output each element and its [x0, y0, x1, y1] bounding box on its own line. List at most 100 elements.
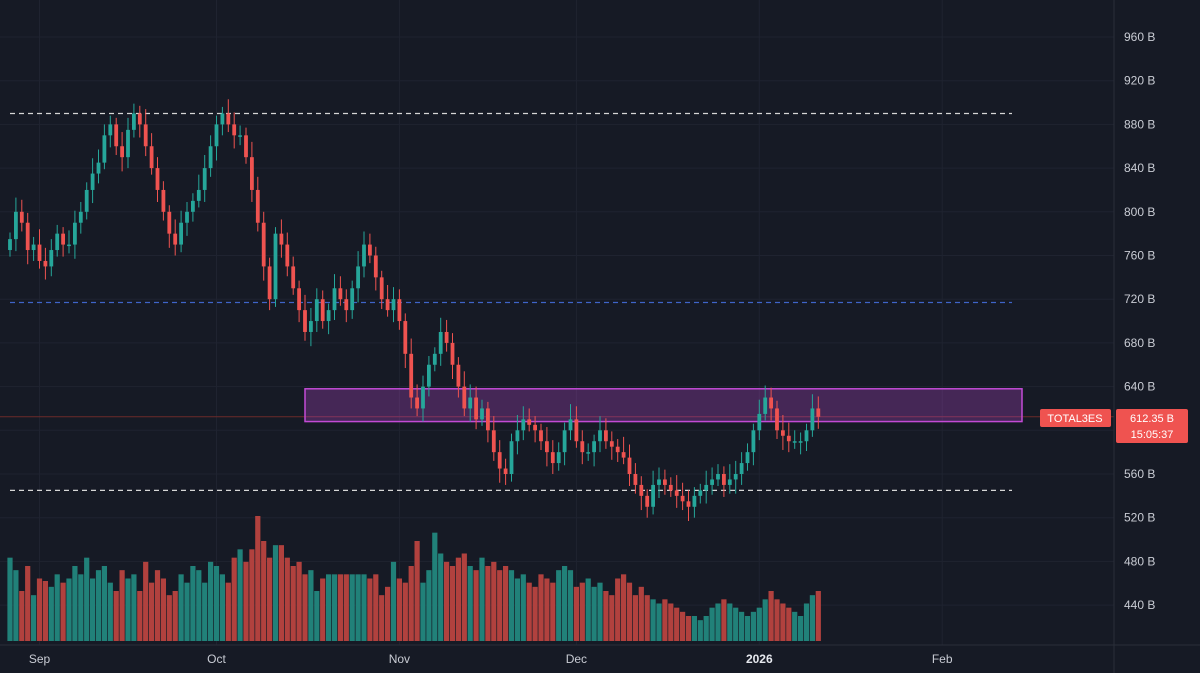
volume-bar: [556, 570, 562, 641]
volume-bar: [609, 595, 615, 641]
candle-body: [545, 441, 549, 453]
countdown-label: 15:05:37: [1131, 429, 1174, 441]
candle-body: [114, 124, 119, 147]
candle-body: [763, 397, 768, 414]
last-price-label: 612.35 B: [1130, 413, 1174, 425]
volume-bar: [113, 591, 119, 641]
candle-body: [373, 255, 378, 278]
candle-body: [550, 452, 555, 464]
candle-body: [173, 233, 178, 245]
volume-bar: [255, 516, 261, 641]
candle-body: [303, 310, 307, 332]
volume-bar: [656, 603, 662, 641]
candle-body: [727, 479, 732, 485]
candle-body: [480, 408, 484, 420]
candle-body: [238, 135, 242, 137]
candle-body: [786, 435, 791, 442]
volume-bar: [426, 570, 432, 641]
volume-bar: [308, 570, 314, 641]
volume-bar: [379, 595, 385, 641]
candle-body: [19, 211, 24, 223]
time-tick-label: Feb: [932, 652, 953, 666]
candle-body: [609, 441, 614, 447]
candle-body: [415, 397, 419, 409]
candle-body: [232, 124, 237, 136]
volume-bar: [508, 570, 515, 641]
candle-body: [14, 211, 18, 240]
candle-body: [751, 430, 756, 453]
price-tick-label: 840 B: [1124, 161, 1155, 175]
candle-body: [798, 441, 803, 443]
volume-bar: [190, 566, 196, 641]
price-tick-label: 960 B: [1124, 30, 1155, 44]
volume-bar: [154, 570, 161, 641]
time-tick-label: Sep: [29, 652, 51, 666]
volume-bar: [467, 566, 473, 641]
candle-body: [84, 189, 89, 212]
candle-body: [722, 474, 726, 485]
candle-body: [137, 113, 142, 125]
candle-body: [781, 430, 785, 436]
volume-bar: [302, 574, 308, 641]
volume-bar: [662, 599, 668, 641]
volume-bar: [444, 561, 450, 641]
candle-body: [775, 408, 779, 431]
candle-body: [309, 321, 313, 332]
volume-bar: [326, 574, 332, 641]
candle-body: [385, 299, 390, 311]
volume-bar: [13, 570, 19, 641]
symbol-tag-bg: [1040, 409, 1111, 427]
candle-body: [421, 386, 425, 409]
candle-body: [692, 495, 697, 507]
volume-bar: [84, 557, 90, 641]
candle-body: [90, 173, 95, 190]
candle-body: [314, 299, 319, 322]
volume-bar: [691, 616, 697, 641]
horizontal-lines[interactable]: [0, 112, 1114, 492]
volume-bar: [385, 586, 391, 641]
volume-bars: [7, 516, 821, 641]
volume-bar: [733, 607, 739, 641]
candle-body: [556, 452, 561, 464]
volume-bar: [337, 574, 343, 641]
volume-bar: [491, 561, 497, 641]
volume-bar: [160, 578, 166, 641]
candle-body: [651, 484, 655, 507]
volume-bar: [674, 607, 680, 641]
volume-bar: [756, 607, 762, 641]
time-tick-label: Nov: [389, 652, 410, 666]
candle-body: [432, 353, 437, 365]
volume-bar: [119, 570, 125, 641]
volume-bar: [249, 549, 255, 641]
candle-body: [503, 468, 508, 474]
candle-body: [698, 490, 703, 496]
candle-body: [668, 484, 673, 491]
volume-bar: [438, 553, 444, 641]
candle-body: [261, 222, 266, 267]
candle-body: [621, 452, 626, 458]
price-tick-label: 440 B: [1124, 598, 1155, 612]
volume-bar: [101, 566, 107, 641]
volume-bar: [668, 603, 674, 641]
volume-bar: [685, 616, 692, 641]
candle-body: [297, 288, 301, 311]
candle-body: [132, 113, 136, 130]
time-axis[interactable]: Sep Oct Nov Dec 2026 Feb: [29, 652, 953, 666]
candle-body: [285, 244, 290, 267]
volume-bar: [314, 591, 320, 641]
volume-bar: [331, 574, 338, 641]
volume-bar: [149, 582, 155, 641]
price-tick-label: 680 B: [1124, 336, 1155, 350]
volume-bar: [7, 557, 13, 641]
candle-body: [639, 484, 644, 496]
candle-body: [279, 233, 284, 245]
candle-body: [37, 244, 42, 261]
volume-bar: [172, 591, 178, 641]
price-tags: TOTAL3ES 612.35 B 15:05:37: [1040, 409, 1188, 443]
price-tick-label: 800 B: [1124, 205, 1155, 219]
volume-bar: [320, 578, 326, 641]
candle-body: [686, 501, 691, 507]
candle-body: [462, 386, 467, 409]
